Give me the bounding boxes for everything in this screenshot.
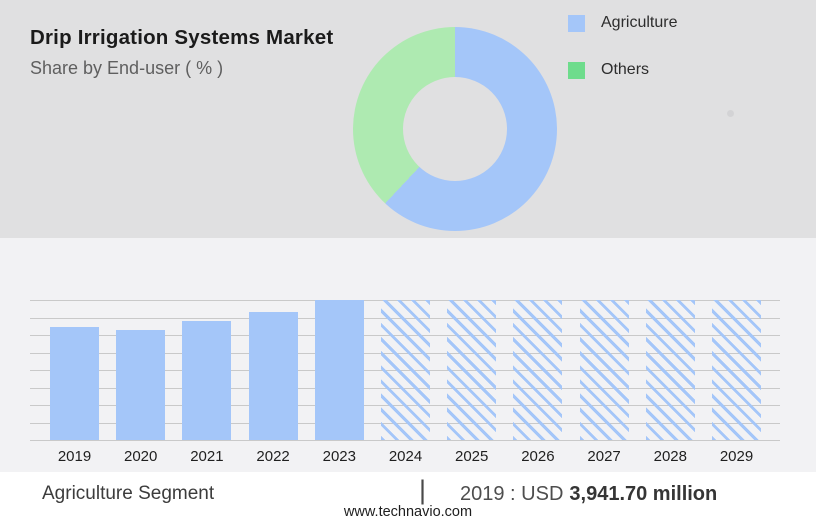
- x-axis-label-2023: 2023: [322, 448, 356, 465]
- watermark-dot: [727, 110, 734, 117]
- x-axis-label-2029: 2029: [719, 448, 754, 465]
- forecast-bar-2029: [712, 300, 761, 440]
- value-prefix: 2019 : USD: [460, 483, 564, 505]
- legend-swatch-others: [568, 61, 585, 79]
- x-axis-label-2019: 2019: [57, 448, 92, 465]
- legend-item-others: Others: [568, 61, 677, 79]
- forecast-bar-2024: [381, 300, 430, 440]
- donut-legend: Agriculture Others: [568, 14, 677, 79]
- bar-2019: [50, 326, 99, 440]
- title-block: Drip Irrigation Systems Market Share by …: [30, 26, 333, 79]
- caption-bar: Agriculture Segment | 2019 : USD 3,941.70…: [0, 472, 816, 528]
- legend-label: Others: [601, 61, 650, 78]
- bar-chart: 2019 2020 2021 2022 2023 2024 2025 2026 2027 2028…: [30, 300, 780, 465]
- segment-label: Agriculture Segment: [42, 483, 215, 504]
- forecast-bar-2025: [447, 300, 497, 440]
- divider-bar: |: [419, 475, 427, 505]
- page-subtitle: Share by End-user ( % ): [30, 58, 224, 78]
- forecast-bar-2028: [645, 300, 695, 440]
- value-amount: 3,941.70 million: [569, 483, 718, 505]
- donut-chart: [353, 27, 557, 231]
- gridline: [30, 440, 780, 441]
- x-axis-label-2022: 2022: [256, 448, 290, 465]
- value-line: 2019 : USD 3,941.70 million: [460, 483, 717, 506]
- x-axis-label-2026: 2026: [521, 448, 555, 465]
- bar-2021: [182, 320, 232, 440]
- bar-chart-section: 2019 2020 2021 2022 2023 2024 2025 2026 2027 2028…: [0, 238, 816, 472]
- legend-swatch-agriculture: [568, 14, 585, 32]
- bar-2023: [314, 300, 364, 440]
- forecast-bar-2027: [579, 300, 629, 440]
- page-title: Drip Irrigation Systems Market: [30, 26, 334, 49]
- x-axis-label-2028: 2028: [653, 448, 687, 465]
- header-panel: Drip Irrigation Systems Market Share by …: [0, 0, 816, 238]
- x-axis-label-2020: 2020: [124, 448, 158, 465]
- x-axis-label-2025: 2025: [455, 448, 489, 465]
- website-url: www.technavio.com: [343, 504, 473, 520]
- forecast-bar-2026: [513, 300, 563, 440]
- x-axis-label-2027: 2027: [587, 448, 621, 465]
- x-axis-label-2024: 2024: [388, 448, 423, 465]
- donut-hole: [403, 77, 507, 181]
- legend-label: Agriculture: [601, 14, 678, 31]
- x-axis-label-2021: 2021: [190, 448, 224, 465]
- legend-item-agriculture: Agriculture: [568, 14, 677, 32]
- bar-2020: [116, 330, 166, 440]
- bar-2022: [248, 312, 298, 440]
